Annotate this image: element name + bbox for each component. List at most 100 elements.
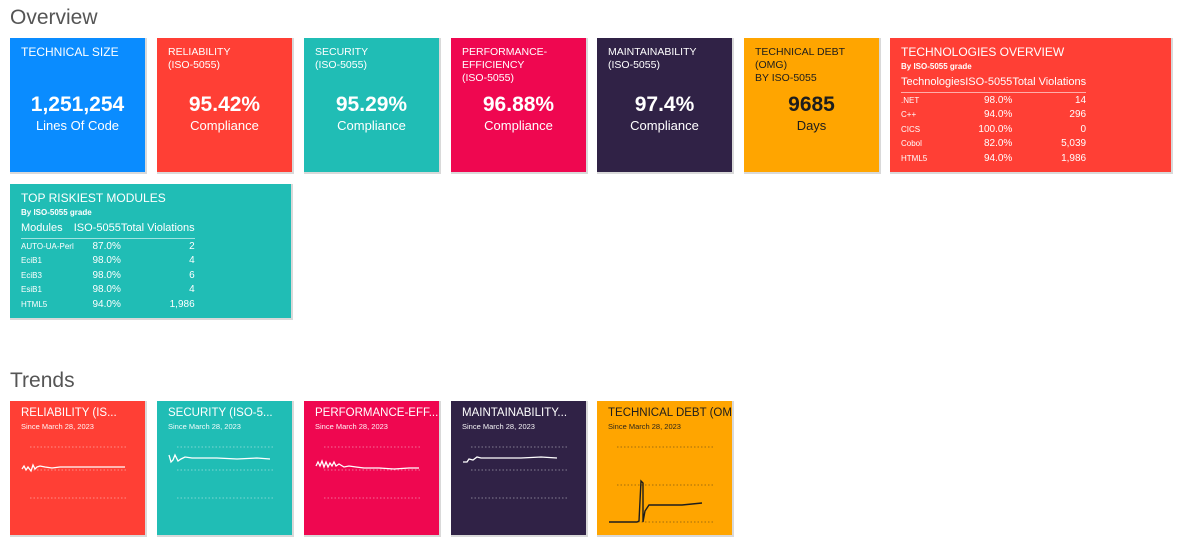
- violations-cell: 4: [189, 284, 195, 296]
- security-tile[interactable]: SECURITY (ISO-5055) 95.29% Compliance: [304, 38, 441, 174]
- trend-title: TECHNICAL DEBT (OMG...: [608, 407, 732, 419]
- row-name-cell: AUTO-UA-Perl: [21, 241, 74, 251]
- violations-cell: 5,039: [1061, 138, 1087, 150]
- column-header: Total Violations: [120, 222, 195, 239]
- row-name-cell: EsiB1: [21, 285, 42, 295]
- trend-title: MAINTAINABILITY...: [462, 407, 568, 419]
- column-header: Modules: [21, 222, 74, 239]
- table-row[interactable]: AUTO-UA-Perl 87.0% 2: [21, 239, 195, 254]
- table-row[interactable]: EciB1 98.0% 4: [21, 254, 195, 269]
- table-row[interactable]: EciB3 98.0% 6: [21, 268, 195, 283]
- tile-title: TECHNICAL SIZE: [21, 45, 119, 59]
- violations-cell: 1,986: [169, 298, 195, 310]
- violations-cell: 4: [189, 255, 195, 267]
- tile-title: RELIABILITY (ISO-5055): [168, 46, 231, 71]
- iso-grade-cell: 82.0%: [983, 138, 1013, 150]
- lines-of-code-label: Lines Of Code: [35, 118, 120, 133]
- violations-cell: 6: [189, 269, 195, 281]
- row-name-cell: CICS: [901, 124, 921, 134]
- technologies-table: Technologies ISO-5055 Total Violations .…: [901, 76, 1087, 166]
- reliability-value: 95.42%: [188, 93, 261, 116]
- trend-card-reliability[interactable]: RELIABILITY (IS... Since March 28, 2023: [10, 401, 147, 537]
- tile-title: SECURITY (ISO-5055): [315, 46, 369, 71]
- performance-tile[interactable]: PERFORMANCE- EFFICIENCY (ISO-5055) 96.88% …: [451, 38, 588, 174]
- iso-grade-cell: 87.0%: [92, 240, 121, 252]
- table-header-row: Technologies ISO-5055 Total Violations: [901, 76, 1087, 93]
- trend-card-security[interactable]: SECURITY (ISO-5... Since March 28, 2023: [157, 401, 294, 537]
- table-header-row: Modules ISO-5055 Total Violations: [21, 222, 195, 239]
- iso-grade-cell: 98.0%: [983, 94, 1013, 106]
- iso-grade-cell: 100.0%: [978, 123, 1013, 135]
- row-name-cell: EciB1: [21, 256, 42, 266]
- column-header: ISO-5055: [73, 222, 121, 239]
- violations-cell: 0: [1080, 123, 1087, 135]
- security-label: Compliance: [337, 118, 406, 133]
- trend-card-maintainability[interactable]: MAINTAINABILITY... Since March 28, 2023: [451, 401, 588, 537]
- violations-cell: 1,986: [1061, 152, 1087, 164]
- iso-grade-cell: 94.0%: [92, 298, 121, 310]
- technical-debt-label: Days: [796, 118, 827, 133]
- trend-sparkline: [463, 446, 568, 499]
- column-header: ISO-5055: [965, 76, 1013, 93]
- trend-card-performance[interactable]: PERFORMANCE-EFF... Since March 28, 2023: [304, 401, 441, 537]
- table-row[interactable]: C++ 94.0% 296: [901, 108, 1086, 123]
- tile-title: PERFORMANCE- EFFICIENCY (ISO-5055): [462, 46, 548, 84]
- trend-card-technical-debt[interactable]: TECHNICAL DEBT (OMG... Since March 28, 2…: [597, 401, 734, 537]
- row-name-cell: Cobol: [901, 139, 922, 149]
- technical-debt-value: 9685: [788, 93, 835, 116]
- violations-cell: 2: [189, 240, 195, 252]
- column-header: Total Violations: [1012, 76, 1087, 93]
- lines-of-code-value: 1,251,254: [30, 93, 125, 116]
- riskiest-modules-table: Modules ISO-5055 Total Violations AUTO-U…: [21, 222, 195, 312]
- trend-since: Since March 28, 2023: [21, 422, 94, 431]
- trend-since: Since March 28, 2023: [462, 422, 535, 431]
- iso-grade-cell: 98.0%: [92, 255, 121, 267]
- table-row[interactable]: EsiB1 98.0% 4: [21, 283, 195, 298]
- performance-label: Compliance: [484, 118, 553, 133]
- performance-value: 96.88%: [482, 93, 555, 116]
- trend-title: PERFORMANCE-EFF...: [315, 407, 439, 419]
- maintainability-label: Compliance: [630, 118, 699, 133]
- security-value: 95.29%: [335, 93, 408, 116]
- trend-sparkline: [21, 446, 127, 499]
- tile-title: TECHNICAL DEBT (OMG) BY ISO-5055: [755, 46, 845, 84]
- trend-sparkline: [609, 446, 714, 523]
- tile-title: TECHNOLOGIES OVERVIEW: [901, 45, 1065, 59]
- iso-grade-cell: 94.0%: [983, 152, 1013, 164]
- iso-grade-cell: 94.0%: [983, 109, 1013, 121]
- tile-subtitle: By ISO-5055 grade: [901, 62, 972, 71]
- row-name-cell: HTML5: [21, 299, 48, 309]
- table-row[interactable]: CICS 100.0% 0: [901, 122, 1086, 137]
- table-row[interactable]: .NET 98.0% 14: [901, 93, 1086, 108]
- overview-heading: Overview: [10, 6, 98, 29]
- technical-debt-tile[interactable]: TECHNICAL DEBT (OMG) BY ISO-5055 9685 Day…: [744, 38, 881, 174]
- trend-since: Since March 28, 2023: [315, 422, 388, 431]
- maintainability-tile[interactable]: MAINTAINABILITY (ISO-5055) 97.4% Complian…: [597, 38, 734, 174]
- trend-line: [609, 479, 703, 523]
- technical-size-tile[interactable]: TECHNICAL SIZE 1,251,254 Lines Of Code: [10, 38, 147, 174]
- trend-line: [315, 459, 419, 470]
- trend-title: RELIABILITY (IS...: [21, 407, 117, 419]
- iso-grade-cell: 98.0%: [92, 269, 121, 281]
- trend-sparkline: [168, 446, 274, 499]
- reliability-label: Compliance: [190, 118, 259, 133]
- technologies-overview-tile[interactable]: TECHNOLOGIES OVERVIEW By ISO-5055 grade …: [890, 38, 1173, 174]
- trend-line: [463, 456, 558, 463]
- trend-line: [168, 453, 271, 464]
- iso-grade-cell: 98.0%: [92, 284, 121, 296]
- violations-cell: 14: [1074, 94, 1087, 106]
- top-riskiest-modules-tile[interactable]: TOP RISKIEST MODULES By ISO-5055 grade M…: [10, 184, 293, 320]
- tile-subtitle: By ISO-5055 grade: [21, 208, 92, 217]
- table-row[interactable]: HTML5 94.0% 1,986: [21, 297, 195, 312]
- tile-title: TOP RISKIEST MODULES: [21, 191, 166, 205]
- table-row[interactable]: Cobol 82.0% 5,039: [901, 137, 1086, 152]
- row-name-cell: EciB3: [21, 270, 42, 280]
- trends-heading: Trends: [10, 369, 75, 392]
- trend-since: Since March 28, 2023: [608, 422, 681, 431]
- column-header: Technologies: [901, 76, 966, 93]
- table-row[interactable]: HTML5 94.0% 1,986: [901, 151, 1086, 166]
- trend-sparkline: [315, 446, 421, 499]
- reliability-tile[interactable]: RELIABILITY (ISO-5055) 95.42% Compliance: [157, 38, 294, 174]
- tile-title: MAINTAINABILITY (ISO-5055): [608, 46, 697, 71]
- trend-since: Since March 28, 2023: [168, 422, 241, 431]
